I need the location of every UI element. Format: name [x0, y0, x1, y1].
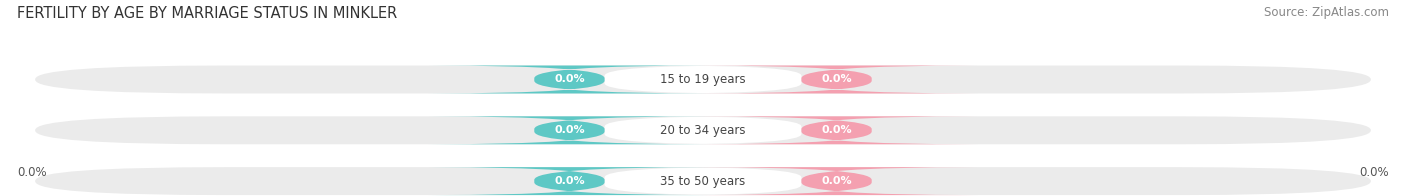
FancyBboxPatch shape — [35, 116, 1371, 144]
Text: 0.0%: 0.0% — [821, 74, 852, 84]
Text: FERTILITY BY AGE BY MARRIAGE STATUS IN MINKLER: FERTILITY BY AGE BY MARRIAGE STATUS IN M… — [17, 6, 396, 21]
FancyBboxPatch shape — [429, 167, 710, 195]
FancyBboxPatch shape — [605, 65, 801, 93]
Text: 0.0%: 0.0% — [554, 125, 585, 135]
Text: 0.0%: 0.0% — [821, 125, 852, 135]
FancyBboxPatch shape — [605, 116, 801, 144]
FancyBboxPatch shape — [429, 65, 710, 93]
Text: 0.0%: 0.0% — [554, 176, 585, 186]
FancyBboxPatch shape — [696, 116, 977, 144]
Text: 0.0%: 0.0% — [554, 74, 585, 84]
Text: 0.0%: 0.0% — [1360, 166, 1389, 179]
Text: 20 to 34 years: 20 to 34 years — [661, 124, 745, 137]
FancyBboxPatch shape — [35, 167, 1371, 195]
FancyBboxPatch shape — [696, 167, 977, 195]
FancyBboxPatch shape — [696, 65, 977, 93]
Text: Source: ZipAtlas.com: Source: ZipAtlas.com — [1264, 6, 1389, 19]
Text: 0.0%: 0.0% — [821, 176, 852, 186]
FancyBboxPatch shape — [605, 167, 801, 195]
Text: 0.0%: 0.0% — [17, 166, 46, 179]
Text: 35 to 50 years: 35 to 50 years — [661, 175, 745, 188]
FancyBboxPatch shape — [35, 65, 1371, 93]
FancyBboxPatch shape — [429, 116, 710, 144]
Text: 15 to 19 years: 15 to 19 years — [661, 73, 745, 86]
